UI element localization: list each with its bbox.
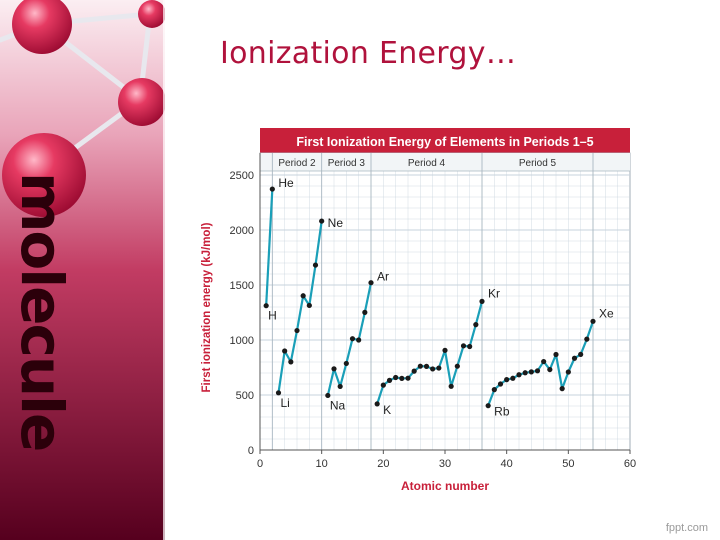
data-point xyxy=(417,363,423,369)
element-label: Rb xyxy=(494,405,510,419)
data-point xyxy=(349,336,356,342)
data-point xyxy=(374,401,380,407)
data-point xyxy=(368,280,374,286)
data-point xyxy=(442,347,448,353)
ionization-energy-chart: First Ionization Energy of Elements in P… xyxy=(201,128,636,493)
data-point xyxy=(362,309,368,315)
data-point xyxy=(430,366,436,372)
data-point xyxy=(571,355,578,361)
data-point xyxy=(547,366,553,373)
data-point xyxy=(448,383,454,389)
molecule-ball xyxy=(12,0,72,54)
y-tick-label: 0 xyxy=(248,445,254,457)
molecule-ball xyxy=(138,0,165,28)
element-label: Na xyxy=(330,398,346,412)
data-point xyxy=(454,363,460,369)
data-point xyxy=(541,358,547,365)
data-point xyxy=(467,343,473,350)
data-point xyxy=(436,365,442,371)
period-band xyxy=(260,153,630,171)
y-tick-label: 1500 xyxy=(230,280,254,292)
x-tick-label: 40 xyxy=(501,458,513,470)
watermark: fppt.com xyxy=(665,522,708,534)
data-point xyxy=(473,322,479,328)
data-point xyxy=(275,390,282,396)
element-label: Kr xyxy=(488,286,500,300)
x-tick-label: 60 xyxy=(624,458,636,470)
data-point xyxy=(393,374,399,381)
y-tick-label: 500 xyxy=(236,390,254,402)
data-point xyxy=(460,343,467,349)
data-point xyxy=(386,377,393,383)
data-point xyxy=(294,327,300,334)
series-line xyxy=(326,282,373,396)
series-line xyxy=(265,189,274,306)
molecule-ball xyxy=(2,133,86,217)
data-point xyxy=(380,382,386,388)
data-point xyxy=(288,359,294,365)
data-point xyxy=(584,336,590,342)
data-point xyxy=(306,302,312,309)
data-point xyxy=(319,218,325,224)
data-point xyxy=(423,363,430,369)
data-point xyxy=(405,375,411,381)
element-label: Ne xyxy=(328,216,344,230)
data-point xyxy=(491,387,497,393)
x-tick-label: 10 xyxy=(316,458,328,470)
data-point xyxy=(510,375,516,381)
x-tick-label: 50 xyxy=(562,458,574,470)
data-point xyxy=(559,386,565,392)
x-tick-label: 0 xyxy=(257,458,263,470)
element-label: K xyxy=(383,403,391,417)
data-point xyxy=(331,366,337,372)
y-tick-label: 2500 xyxy=(230,170,254,182)
data-point xyxy=(325,392,331,399)
data-point xyxy=(522,370,528,376)
data-point xyxy=(411,368,417,374)
data-point xyxy=(337,383,343,390)
data-point xyxy=(263,303,269,309)
x-axis-label: Atomic number xyxy=(401,479,489,493)
data-point xyxy=(312,262,319,268)
data-point xyxy=(497,381,504,387)
chart-title-band xyxy=(260,128,630,153)
data-point xyxy=(343,360,349,367)
period-label: Period 4 xyxy=(408,158,446,169)
data-point xyxy=(479,298,485,304)
brand-text: molecule xyxy=(8,172,76,450)
element-label: He xyxy=(278,176,294,190)
data-point xyxy=(534,368,541,374)
data-point xyxy=(565,369,571,375)
data-point xyxy=(553,351,559,358)
data-point xyxy=(485,403,491,409)
period-label: Period 2 xyxy=(278,158,316,169)
decorative-sidebar: molecule xyxy=(0,0,165,540)
slide-title: Ionization Energy… xyxy=(220,36,517,71)
x-tick-label: 30 xyxy=(439,458,451,470)
data-point xyxy=(300,293,306,299)
data-point xyxy=(578,351,584,358)
data-point xyxy=(269,186,275,192)
y-axis-label: First ionization energy (kJ/mol) xyxy=(201,222,213,392)
data-point xyxy=(399,375,405,381)
data-point xyxy=(356,337,362,343)
element-label: Li xyxy=(281,396,290,410)
data-point xyxy=(504,377,510,383)
y-tick-label: 1000 xyxy=(230,335,254,347)
molecule-ball xyxy=(118,78,165,126)
element-label: H xyxy=(268,309,277,323)
data-point xyxy=(590,318,596,324)
y-tick-label: 2000 xyxy=(230,225,254,237)
chart-title: First Ionization Energy of Elements in P… xyxy=(296,135,593,149)
element-label: Ar xyxy=(377,270,389,284)
period-label: Period 3 xyxy=(328,158,366,169)
period-label: Period 5 xyxy=(519,158,557,169)
data-point xyxy=(528,369,534,375)
element-label: Xe xyxy=(599,306,614,320)
data-point xyxy=(516,372,522,378)
x-tick-label: 20 xyxy=(377,458,389,470)
data-point xyxy=(282,348,288,354)
